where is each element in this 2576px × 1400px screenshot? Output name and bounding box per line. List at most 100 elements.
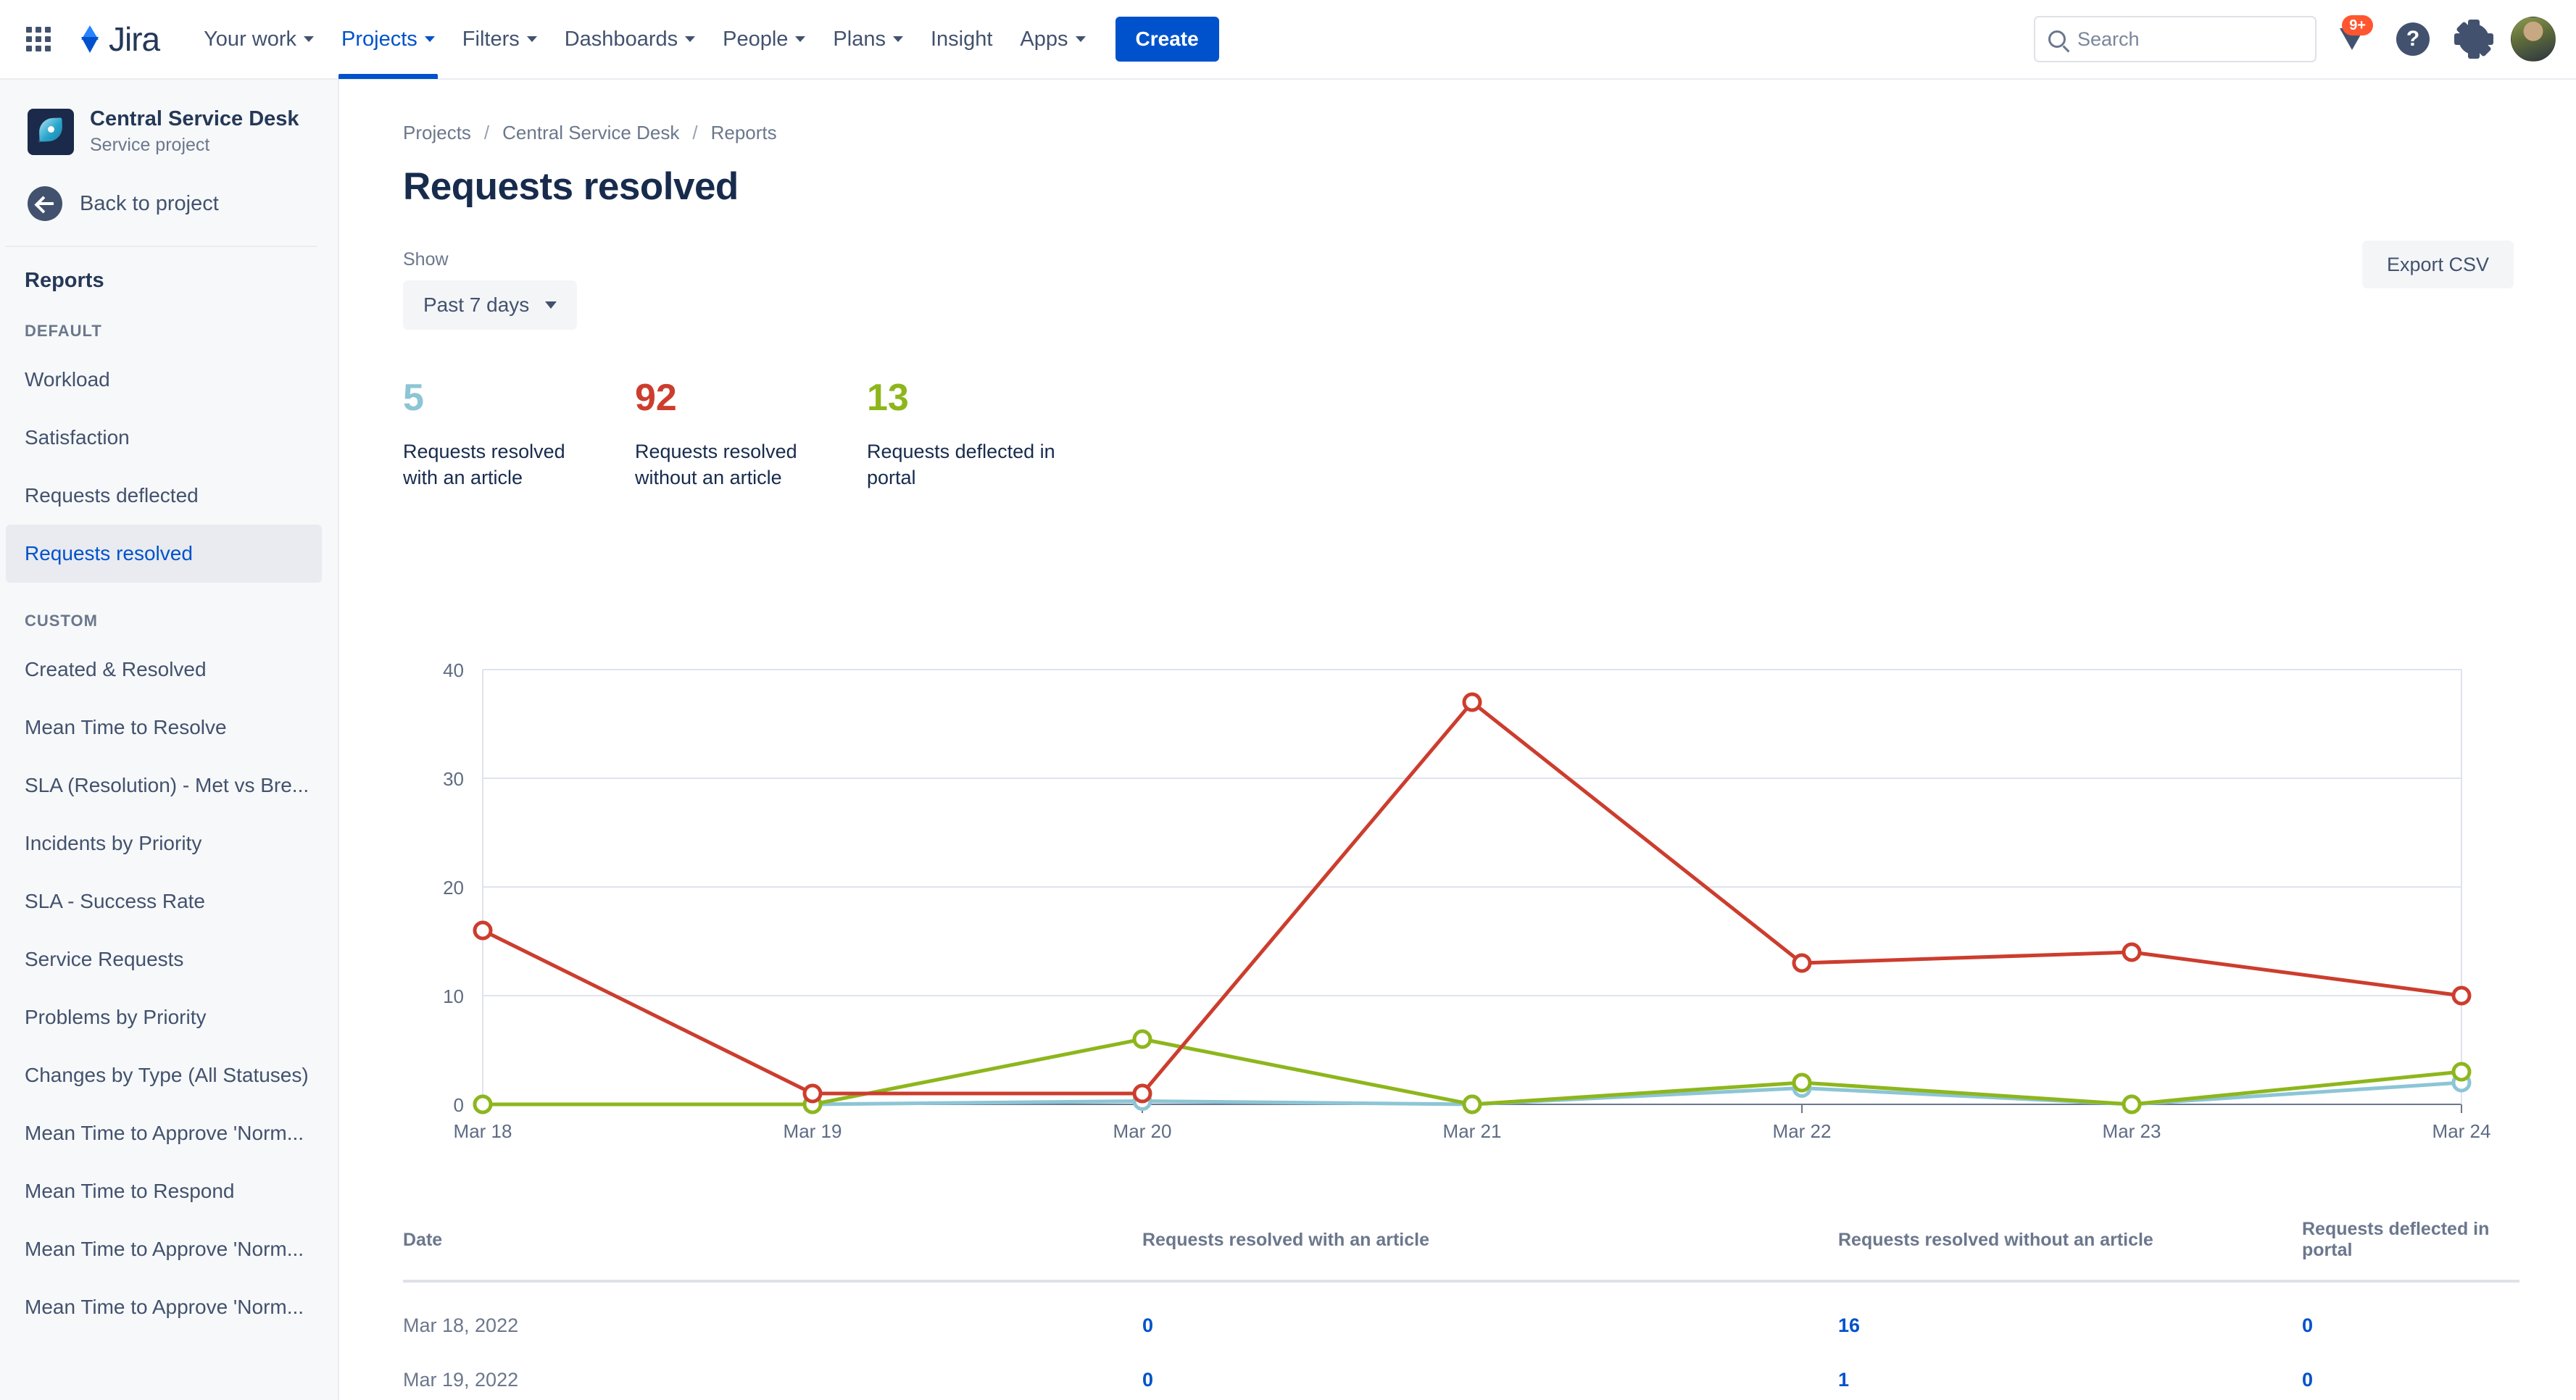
jira-logo[interactable]: Jira	[74, 22, 160, 56]
search-input[interactable]: Search	[2034, 16, 2317, 62]
th-resolved-with-article[interactable]: Requests resolved with an article	[1142, 1219, 1838, 1283]
sidebar-item-changes-by-type[interactable]: Changes by Type (All Statuses)	[25, 1064, 309, 1087]
sidebar-item-problems-by-priority[interactable]: Problems by Priority	[25, 1006, 207, 1029]
sidebar-item-mean-time-to-approve-3[interactable]: Mean Time to Approve 'Norm...	[25, 1296, 304, 1319]
nav-item-plans[interactable]: Plans	[819, 0, 917, 79]
sidebar-item-incidents-by-priority[interactable]: Incidents by Priority	[25, 832, 202, 855]
sidebar-item-created-resolved[interactable]: Created & Resolved	[25, 658, 207, 681]
nav-label: Apps	[1020, 27, 1068, 51]
chart-data-point[interactable]	[2451, 986, 2472, 1006]
table-header-row: Date Requests resolved with an article R…	[403, 1219, 2519, 1283]
main-content: Projects / Central Service Desk / Report…	[341, 80, 2576, 1400]
nav-item-projects[interactable]: Projects	[328, 0, 449, 79]
rocket-icon	[28, 108, 74, 155]
question-mark-icon: ?	[2396, 22, 2430, 56]
chart-data-point[interactable]	[2122, 1094, 2142, 1114]
breadcrumb-separator: /	[483, 122, 490, 143]
cell-without-article[interactable]: 1	[1838, 1369, 1850, 1391]
chart-data-point[interactable]	[1792, 953, 1812, 973]
stat-resolved-without-article: 92 Requests resolved without an article	[635, 379, 867, 491]
chart-data-point[interactable]	[1132, 1083, 1152, 1104]
back-to-project-label: Back to project	[80, 191, 219, 215]
nav-label: Insight	[930, 27, 993, 51]
project-type: Service project	[90, 135, 210, 156]
y-axis-tick-label: 40	[443, 659, 464, 681]
avatar[interactable]	[2511, 17, 2556, 62]
requests-resolved-table: Date Requests resolved with an article R…	[403, 1219, 2519, 1391]
nav-item-dashboards[interactable]: Dashboards	[551, 0, 709, 79]
back-to-project-link[interactable]: Back to project	[0, 156, 338, 222]
notification-badge: 9+	[2342, 15, 2373, 36]
chevron-down-icon	[424, 36, 435, 42]
nav-item-insight[interactable]: Insight	[917, 0, 1006, 79]
chart-data-point[interactable]	[1132, 1029, 1152, 1049]
date-range-select[interactable]: Past 7 days	[403, 280, 578, 330]
sidebar-item-sla-resolution-met-vs-breached[interactable]: SLA (Resolution) - Met vs Bre...	[25, 774, 309, 797]
chart-data-point[interactable]	[1792, 1072, 1812, 1093]
cell-with-article[interactable]: 0	[1142, 1369, 1154, 1391]
export-csv-button[interactable]: Export CSV	[2361, 241, 2514, 288]
nav-item-people[interactable]: People	[709, 0, 819, 79]
date-range-value: Past 7 days	[423, 293, 530, 316]
sidebar-item-mean-time-to-approve-1[interactable]: Mean Time to Approve 'Norm...	[25, 1122, 304, 1145]
x-axis-tick-label: Mar 20	[1113, 1120, 1172, 1142]
create-button[interactable]: Create	[1115, 17, 1219, 62]
th-resolved-without-article[interactable]: Requests resolved without an article	[1838, 1219, 2302, 1283]
y-axis-tick-label: 30	[443, 768, 464, 790]
chevron-down-icon	[892, 36, 903, 42]
sidebar-item-requests-deflected[interactable]: Requests deflected	[25, 484, 199, 507]
sidebar-default-list: Workload Satisfaction Requests deflected…	[0, 351, 338, 583]
settings-button[interactable]	[2448, 14, 2499, 64]
sidebar-item-sla-success-rate[interactable]: SLA - Success Rate	[25, 890, 206, 913]
notifications-button[interactable]: 9+	[2327, 14, 2377, 64]
chart-data-point[interactable]	[2122, 942, 2142, 962]
nav-label: People	[723, 27, 789, 51]
stat-resolved-with-article: 5 Requests resolved with an article	[403, 379, 635, 491]
nav-item-filters[interactable]: Filters	[449, 0, 551, 79]
nav-item-your-work[interactable]: Your work	[190, 0, 328, 79]
chart-data-point[interactable]	[1462, 1094, 1482, 1114]
sidebar-divider	[6, 246, 317, 248]
table-row: Mar 19, 2022 0 1 0	[403, 1337, 2519, 1391]
cell-without-article[interactable]: 16	[1838, 1314, 1861, 1336]
grid-apps-icon[interactable]	[22, 22, 55, 56]
cell-deflected[interactable]: 0	[2302, 1314, 2314, 1336]
help-button[interactable]: ?	[2388, 14, 2438, 64]
breadcrumb-central-service-desk[interactable]: Central Service Desk	[502, 122, 680, 143]
sidebar-item-mean-time-to-approve-2[interactable]: Mean Time to Approve 'Norm...	[25, 1238, 304, 1261]
y-axis-tick-label: 10	[443, 986, 464, 1007]
cell-deflected[interactable]: 0	[2302, 1369, 2314, 1391]
breadcrumb: Projects / Central Service Desk / Report…	[341, 80, 2576, 144]
chart-data-point[interactable]	[473, 920, 493, 941]
project-header[interactable]: Central Service Desk Service project	[0, 80, 338, 156]
sidebar-section-default: DEFAULT	[25, 322, 102, 341]
cell-with-article[interactable]: 0	[1142, 1314, 1154, 1336]
chart-data-point[interactable]	[2451, 1062, 2472, 1082]
chart-data-point[interactable]	[1462, 692, 1482, 712]
chevron-down-icon	[545, 301, 557, 309]
requests-resolved-line-chart: 0 10 20 30 40 Mar 18 Mar 19 Mar 20 Mar 21 Mar 22 M…	[403, 652, 2519, 1142]
breadcrumb-reports[interactable]: Reports	[710, 122, 777, 143]
chart-line-1	[481, 700, 2464, 1096]
sidebar-item-service-requests[interactable]: Service Requests	[25, 948, 184, 971]
breadcrumb-projects[interactable]: Projects	[403, 122, 471, 143]
sidebar-item-satisfaction[interactable]: Satisfaction	[25, 426, 130, 449]
sidebar-item-mean-time-to-resolve[interactable]: Mean Time to Resolve	[25, 716, 227, 739]
th-date[interactable]: Date	[403, 1219, 1142, 1283]
stat-value: 5	[403, 377, 424, 419]
sidebar-item-mean-time-to-respond[interactable]: Mean Time to Respond	[25, 1180, 235, 1203]
th-deflected-in-portal[interactable]: Requests deflected in portal	[2302, 1219, 2519, 1283]
nav-item-apps[interactable]: Apps	[1006, 0, 1099, 79]
chart-data-point[interactable]	[473, 1094, 493, 1114]
sidebar-item-requests-resolved[interactable]: Requests resolved	[6, 525, 322, 583]
stat-value: 13	[867, 377, 909, 419]
cell-date: Mar 18, 2022	[403, 1314, 519, 1336]
top-navigation-bar: Jira Your work Projects Filters Dashboar…	[0, 0, 2576, 80]
sidebar-custom-list: Created & Resolved Mean Time to Resolve …	[0, 641, 338, 1336]
x-axis-tick-label: Mar 23	[2103, 1120, 2161, 1142]
chart-data-point[interactable]	[802, 1083, 823, 1104]
nav-label: Dashboards	[564, 27, 678, 51]
chevron-down-icon	[526, 36, 537, 42]
sidebar-item-workload[interactable]: Workload	[25, 368, 110, 391]
x-axis-tick-label: Mar 19	[784, 1120, 842, 1142]
